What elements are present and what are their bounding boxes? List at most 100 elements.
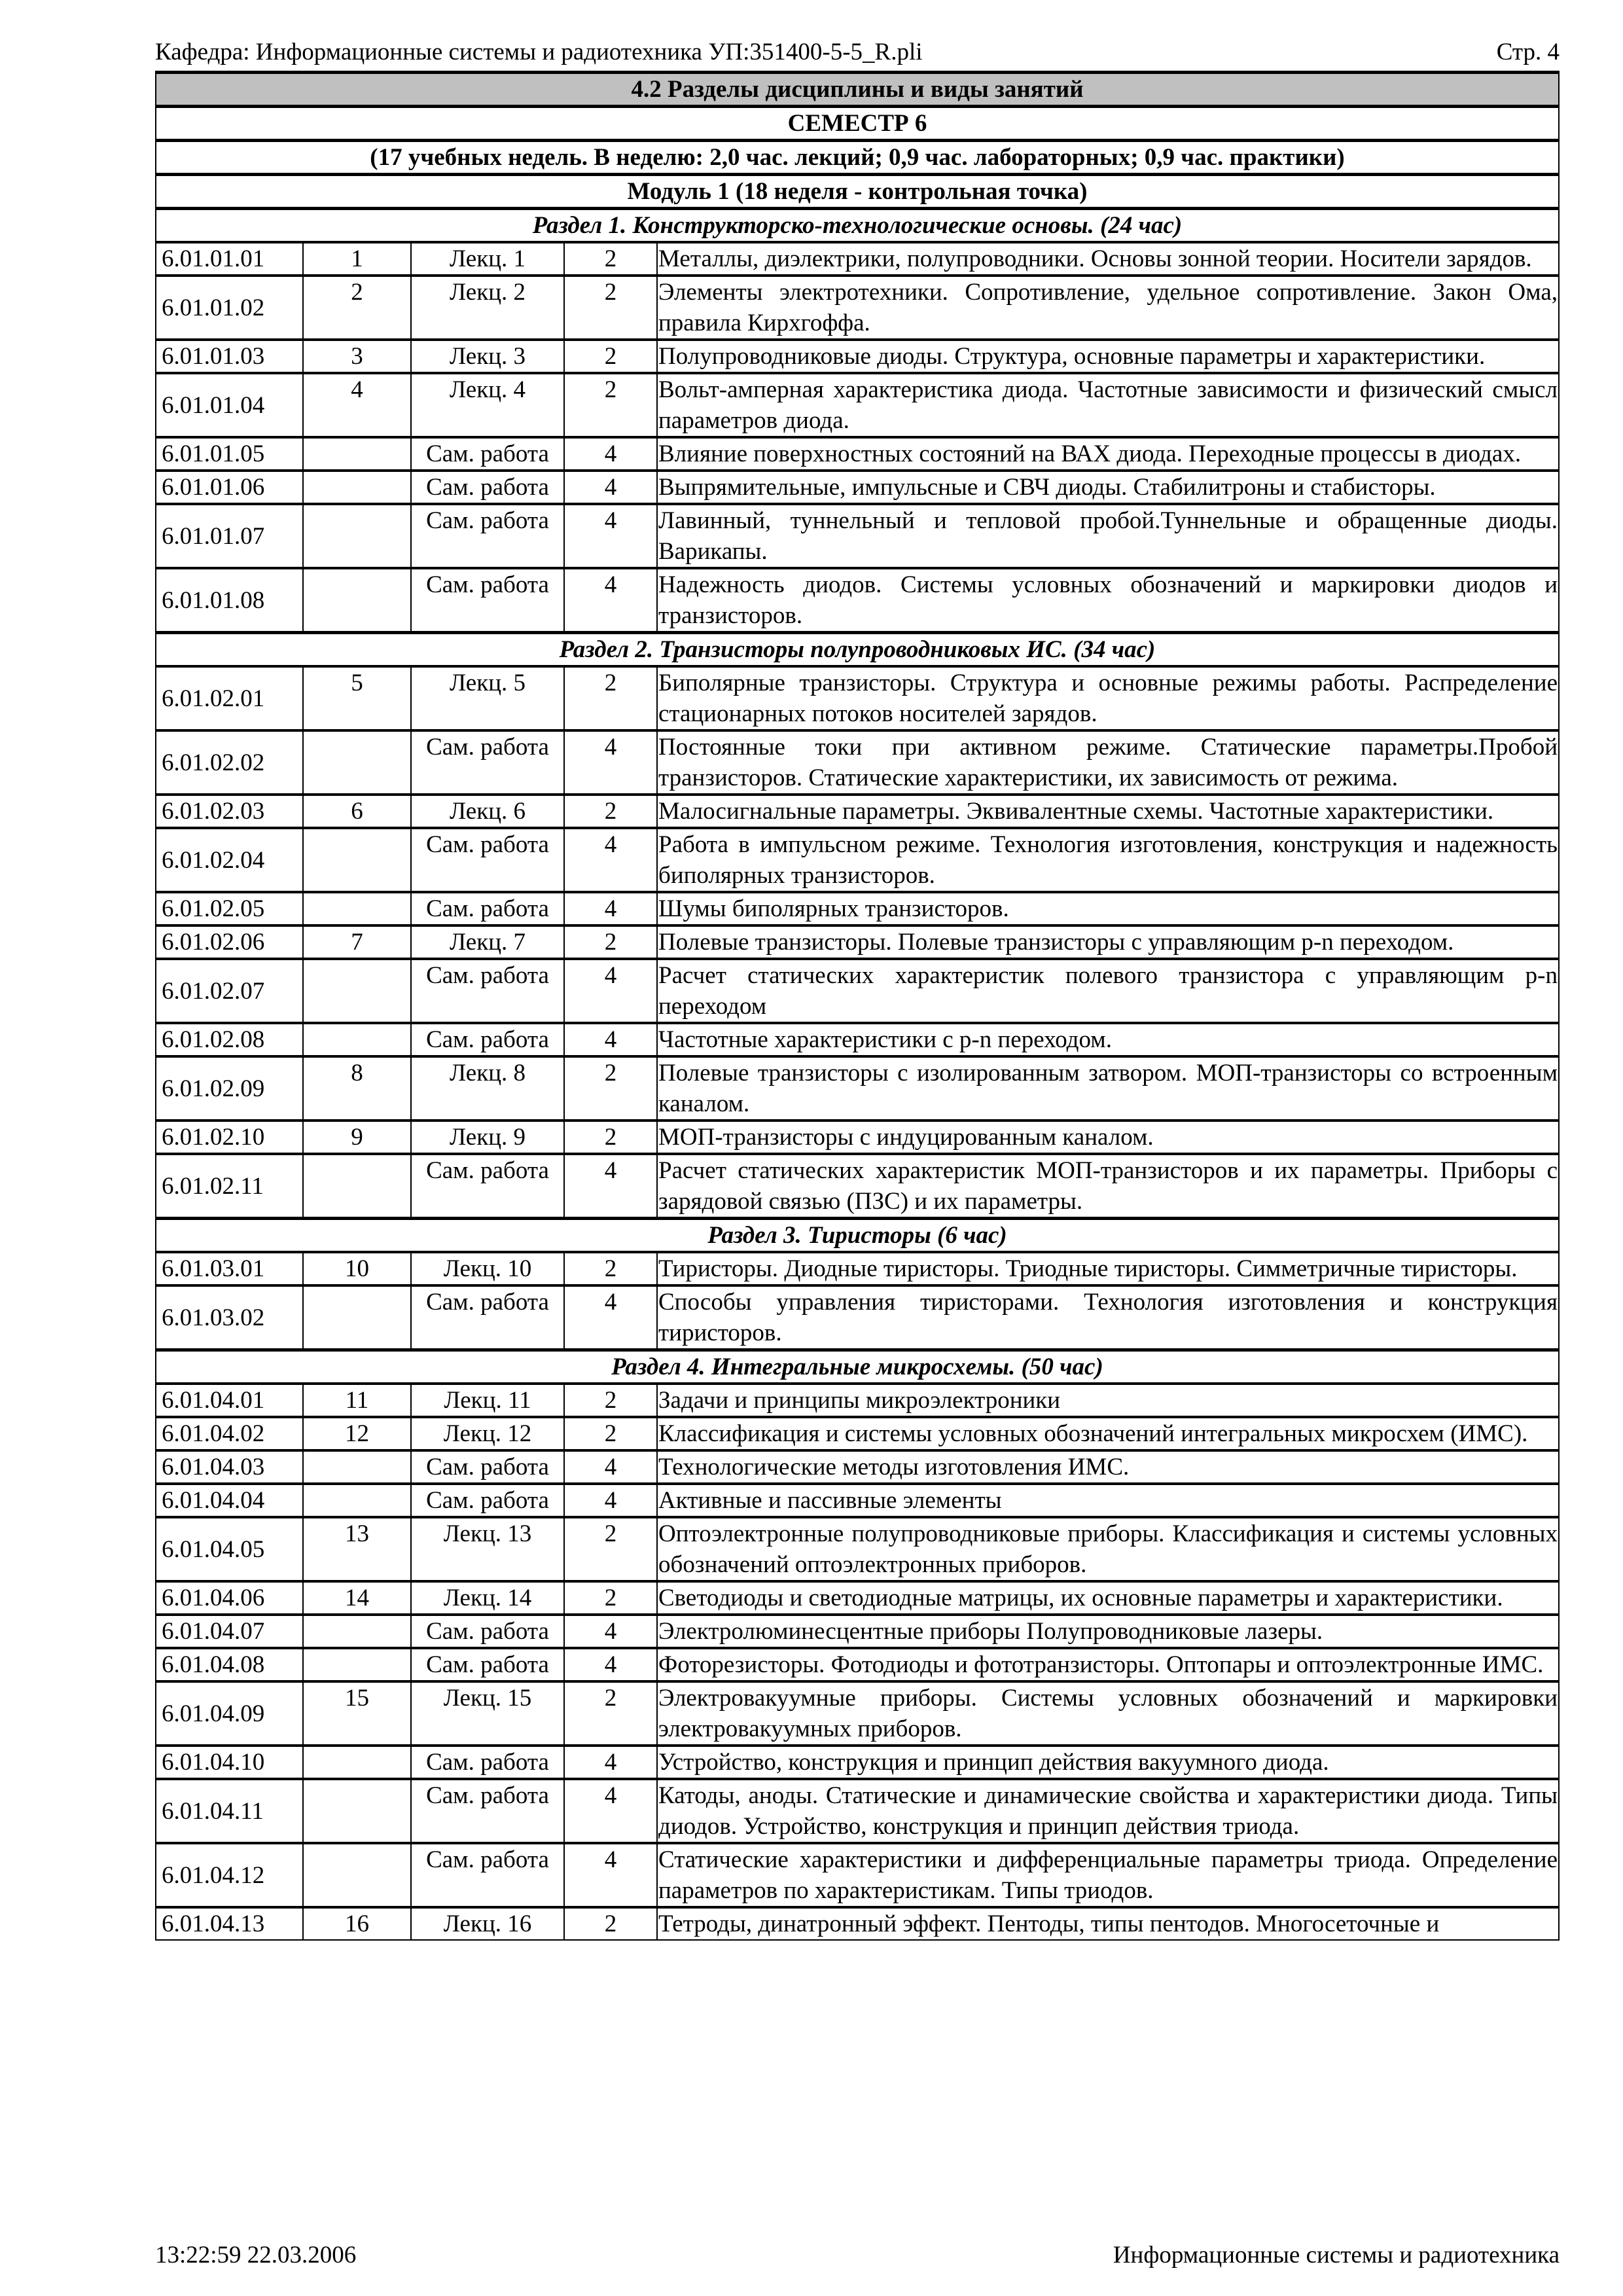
row-hours: 2 [563, 1382, 658, 1418]
row-lesson-type: Лекц. 7 [410, 924, 565, 960]
row-lesson-number [302, 729, 412, 795]
table-row: 6.01.04.01 11 Лекц. 11 2 Задачи и принципы м… [155, 1382, 1560, 1418]
row-lesson-type: Лекц. 1 [410, 241, 565, 276]
row-code: 6.01.02.02 [155, 729, 304, 795]
row-lesson-type: Лекц. 14 [410, 1580, 565, 1615]
row-lesson-type: Лекц. 11 [410, 1382, 565, 1418]
row-lesson-type: Сам. работа [410, 827, 565, 893]
row-hours: 2 [563, 1580, 658, 1615]
table-row: 6.01.04.05 13 Лекц. 13 2 Оптоэлектронные пол… [155, 1516, 1560, 1582]
row-code: 6.01.04.07 [155, 1613, 304, 1649]
row-hours: 2 [563, 1680, 658, 1746]
row-code: 6.01.01.07 [155, 503, 304, 569]
row-lesson-number: 16 [302, 1906, 412, 1941]
row-lesson-number [302, 1647, 412, 1682]
table-row: 6.01.01.01 1 Лекц. 1 2 Металлы, диэлектрики,… [155, 241, 1560, 276]
row-lesson-number [302, 436, 412, 471]
table-title: 4.2 Разделы дисциплины и виды занятий [155, 71, 1560, 107]
row-code: 6.01.04.02 [155, 1416, 304, 1451]
row-description: Электролюминесцентные приборы Полупровод… [656, 1613, 1560, 1649]
row-description: Классификация и системы условных обознач… [656, 1416, 1560, 1451]
page-number: Стр. 4 [1496, 39, 1560, 65]
row-lesson-type: Сам. работа [410, 1842, 565, 1908]
row-description: Элементы электротехники. Сопротивление, … [656, 274, 1560, 340]
row-lesson-type: Сам. работа [410, 1153, 565, 1219]
row-code: 6.01.01.08 [155, 567, 304, 634]
row-hours: 4 [563, 503, 658, 569]
row-code: 6.01.02.01 [155, 665, 304, 731]
semester-title: СЕМЕСТР 6 [155, 105, 1560, 141]
row-description: Полевые транзисторы. Полевые транзисторы… [656, 924, 1560, 960]
row-hours: 4 [563, 1153, 658, 1219]
row-description: Металлы, диэлектрики, полупроводники. Ос… [656, 241, 1560, 276]
row-code: 6.01.04.13 [155, 1906, 304, 1941]
row-description: Полупроводниковые диоды. Структура, осно… [656, 338, 1560, 374]
row-description: Малосигнальные параметры. Эквивалентные … [656, 793, 1560, 829]
table-row: 6.01.03.02 Сам. работа 4 Способы управления… [155, 1284, 1560, 1351]
row-lesson-type: Лекц. 12 [410, 1416, 565, 1451]
row-lesson-type: Сам. работа [410, 1744, 565, 1780]
table-row: 6.01.02.03 6 Лекц. 6 2 Малосигнальные параме… [155, 793, 1560, 829]
row-lesson-number: 2 [302, 274, 412, 340]
table-row: 6.01.02.05 Сам. работа 4 Шумы биполярных тр… [155, 891, 1560, 926]
row-lesson-type: Сам. работа [410, 1778, 565, 1844]
row-hours: 2 [563, 793, 658, 829]
row-lesson-number: 11 [302, 1382, 412, 1418]
row-description: Оптоэлектронные полупроводниковые прибор… [656, 1516, 1560, 1582]
row-code: 6.01.02.08 [155, 1022, 304, 1057]
row-lesson-number [302, 958, 412, 1024]
row-lesson-number: 9 [302, 1119, 412, 1155]
row-lesson-type: Лекц. 4 [410, 372, 565, 438]
row-hours: 2 [563, 1516, 658, 1582]
section-row: Раздел 2. Транзисторы полупроводниковых … [155, 631, 1560, 667]
row-lesson-number: 15 [302, 1680, 412, 1746]
section-title: Раздел 1. Конструкторско-технологические… [155, 207, 1560, 243]
row-lesson-number: 10 [302, 1251, 412, 1286]
header-left: Кафедра: Информационные системы и радиот… [155, 39, 923, 65]
table-row: 6.01.04.08 Сам. работа 4 Фоторезисторы. Фот… [155, 1647, 1560, 1682]
row-lesson-number: 12 [302, 1416, 412, 1451]
row-description: Активные и пассивные элементы [656, 1482, 1560, 1518]
row-lesson-number: 7 [302, 924, 412, 960]
row-hours: 4 [563, 1482, 658, 1518]
row-hours: 2 [563, 1251, 658, 1286]
row-hours: 2 [563, 924, 658, 960]
table-row: 6.01.04.10 Сам. работа 4 Устройство, констр… [155, 1744, 1560, 1780]
row-hours: 4 [563, 1284, 658, 1351]
row-description: Технологические методы изготовления ИМС. [656, 1449, 1560, 1484]
page-header: Кафедра: Информационные системы и радиот… [155, 38, 1560, 67]
semester-row: СЕМЕСТР 6 [155, 105, 1560, 141]
row-description: Электровакуумные приборы. Системы условн… [656, 1680, 1560, 1746]
table-row: 6.01.02.11 Сам. работа 4 Расчет статических… [155, 1153, 1560, 1219]
row-code: 6.01.01.05 [155, 436, 304, 471]
table-row: 6.01.04.07 Сам. работа 4 Электролюминесцент… [155, 1613, 1560, 1649]
row-description: Влияние поверхностных состояний на ВАХ д… [656, 436, 1560, 471]
row-lesson-type: Лекц. 15 [410, 1680, 565, 1746]
row-code: 6.01.04.10 [155, 1744, 304, 1780]
table-row: 6.01.02.04 Сам. работа 4 Работа в импульсно… [155, 827, 1560, 893]
table-row: 6.01.01.04 4 Лекц. 4 2 Вольт-амперная характ… [155, 372, 1560, 438]
row-hours: 4 [563, 958, 658, 1024]
row-lesson-type: Сам. работа [410, 729, 565, 795]
row-hours: 4 [563, 1613, 658, 1649]
row-code: 6.01.03.01 [155, 1251, 304, 1286]
row-code: 6.01.02.07 [155, 958, 304, 1024]
row-code: 6.01.02.03 [155, 793, 304, 829]
row-hours: 4 [563, 1647, 658, 1682]
row-code: 6.01.02.04 [155, 827, 304, 893]
row-description: Способы управления тиристорами. Технолог… [656, 1284, 1560, 1351]
row-code: 6.01.04.09 [155, 1680, 304, 1746]
row-hours: 4 [563, 1449, 658, 1484]
row-lesson-number [302, 1778, 412, 1844]
row-hours: 4 [563, 1778, 658, 1844]
row-lesson-number: 6 [302, 793, 412, 829]
row-description: Расчет статических характеристик полевог… [656, 958, 1560, 1024]
row-code: 6.01.02.09 [155, 1055, 304, 1121]
row-code: 6.01.04.11 [155, 1778, 304, 1844]
row-description: Вольт-амперная характеристика диода. Час… [656, 372, 1560, 438]
row-lesson-type: Лекц. 8 [410, 1055, 565, 1121]
row-lesson-number [302, 567, 412, 634]
row-description: Работа в импульсном режиме. Технология и… [656, 827, 1560, 893]
table-row: 6.01.01.02 2 Лекц. 2 2 Элементы электротехни… [155, 274, 1560, 340]
row-hours: 2 [563, 1416, 658, 1451]
